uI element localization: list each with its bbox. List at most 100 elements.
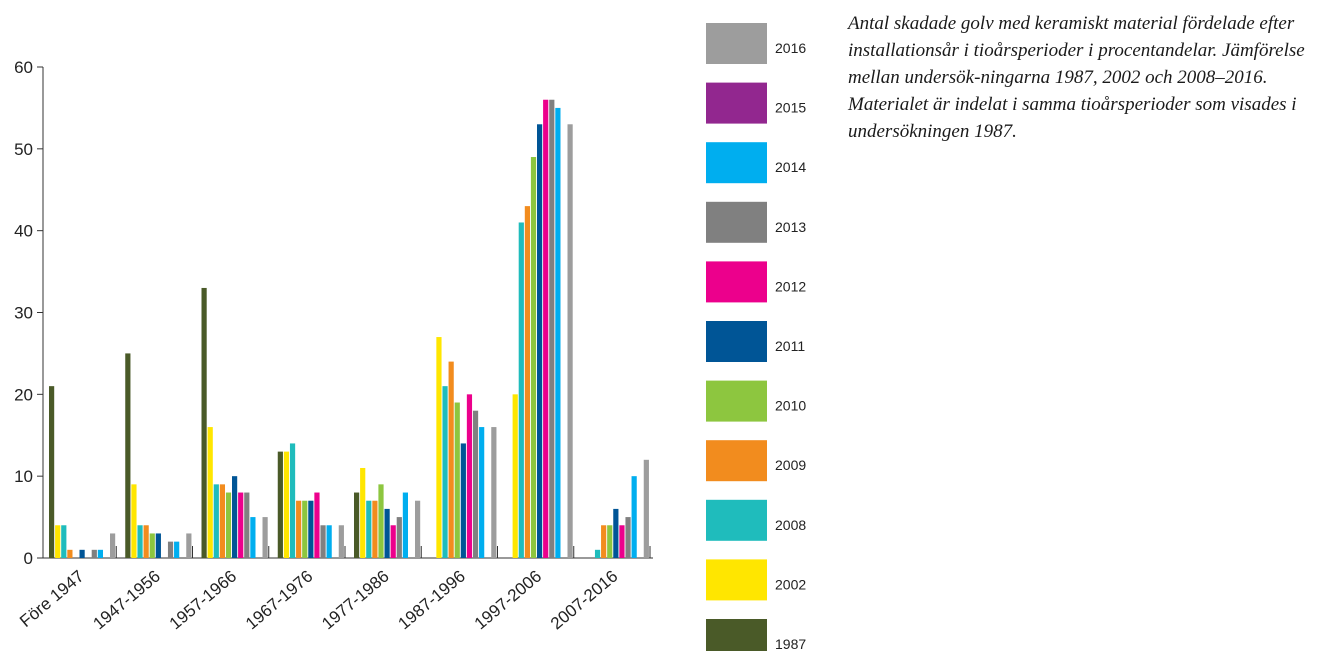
bar-series-group (49, 99, 649, 559)
legend-label-2002: 2002 (775, 576, 806, 592)
x-category-label-6: 1997-2006 (471, 567, 546, 634)
bar-2009-1 (143, 525, 149, 558)
bar-2008-3 (289, 443, 296, 558)
bar-2013-6 (549, 99, 555, 558)
bar-2010-6 (530, 157, 537, 558)
bar-2009-2 (219, 484, 225, 558)
bar-2012-6 (543, 99, 549, 558)
legend-swatch-2002 (706, 559, 767, 601)
bar-2009-6 (524, 206, 530, 558)
bar-2008-7 (594, 549, 601, 558)
y-tick-label-20: 20 (14, 385, 33, 404)
bar-2014-1 (174, 541, 180, 558)
bar-2011-1 (155, 533, 161, 558)
bar-2009-3 (296, 500, 302, 558)
bar-1987-3 (277, 451, 283, 558)
bar-2011-4 (384, 508, 390, 558)
y-tick-label-10: 10 (14, 467, 33, 486)
bar-2002-3 (283, 451, 290, 558)
bar-2009-0 (67, 549, 73, 558)
bar-2016-6 (567, 124, 573, 559)
bar-1987-2 (201, 287, 207, 558)
x-category-label-2: 1957-1966 (166, 567, 241, 634)
bar-1987-1 (125, 353, 131, 558)
bar-2011-6 (537, 124, 543, 559)
bar-2002-5 (436, 337, 442, 558)
bar-2008-0 (61, 525, 67, 558)
legend-label-2011: 2011 (775, 338, 805, 354)
legend-label-2013: 2013 (775, 219, 806, 235)
bar-2014-4 (402, 492, 408, 558)
bar-2014-7 (631, 476, 637, 558)
bar-2008-1 (137, 525, 143, 558)
bar-2013-5 (472, 410, 479, 558)
bar-2011-2 (232, 476, 238, 558)
bar-2002-6 (512, 394, 518, 558)
bar-2013-4 (396, 517, 402, 558)
legend-swatch-2012 (706, 261, 767, 303)
y-tick-label-50: 50 (14, 140, 33, 159)
bar-2013-7 (625, 517, 631, 558)
legend-label-2008: 2008 (775, 517, 806, 533)
legend-label-2014: 2014 (775, 159, 806, 175)
bar-chart: 0 10 20 30 40 50 60 Före 1947 1947-1956 1957-196… (14, 23, 806, 651)
bar-2008-5 (442, 386, 448, 558)
category-labels: Före 1947 1947-1956 1957-1966 1967-1976 1977… (16, 567, 621, 634)
bar-2016-2 (262, 517, 268, 558)
y-tick-label-0: 0 (24, 549, 33, 568)
x-category-label-0: Före 1947 (16, 567, 88, 631)
y-tick-label-60: 60 (14, 58, 33, 77)
bar-2012-2 (238, 492, 244, 558)
bar-2014-5 (479, 427, 485, 558)
bar-2010-5 (454, 402, 460, 558)
bar-1987-4 (354, 492, 360, 558)
bar-2016-4 (415, 500, 421, 558)
bar-2016-3 (338, 525, 344, 558)
legend-label-2010: 2010 (775, 398, 806, 414)
y-tick-label-40: 40 (14, 222, 33, 241)
y-tick-label-30: 30 (14, 304, 33, 323)
legend-swatch-2013 (706, 201, 767, 243)
legend-swatch-2014 (706, 142, 767, 184)
x-category-label-4: 1977-1986 (318, 567, 393, 634)
bar-2010-3 (302, 500, 308, 558)
bar-1987-0 (49, 386, 55, 558)
legend-label-2015: 2015 (775, 100, 806, 116)
bar-2016-0 (110, 533, 116, 558)
legend: 2016 2015 2014 2013 2012 2011 2010 2009 2008 2002… (706, 23, 806, 651)
bar-2008-2 (213, 484, 219, 558)
bar-2008-6 (518, 222, 524, 558)
legend-swatch-2010 (706, 380, 767, 422)
legend-label-2009: 2009 (775, 457, 806, 473)
x-category-label-7: 2007-2016 (547, 567, 622, 634)
x-category-label-3: 1967-1976 (242, 567, 317, 634)
bar-2013-3 (320, 525, 326, 558)
legend-swatch-2015 (706, 82, 767, 124)
chart-caption: Antal skadade golv med keramiskt materia… (848, 13, 1305, 142)
bar-2016-5 (491, 427, 497, 558)
bar-2011-7 (613, 508, 619, 558)
bar-2013-1 (167, 541, 174, 558)
bar-2012-5 (466, 394, 473, 558)
bar-2013-0 (91, 549, 97, 558)
bar-2010-7 (607, 525, 613, 558)
bar-2002-4 (360, 467, 366, 558)
bar-2014-2 (250, 517, 256, 558)
x-category-label-1: 1947-1956 (89, 567, 164, 634)
bar-2010-4 (378, 484, 384, 558)
legend-swatch-2011 (706, 321, 767, 362)
bar-2016-7 (643, 459, 649, 558)
legend-swatch-1987 (706, 619, 767, 651)
legend-swatch-2009 (706, 440, 767, 482)
y-axis: 0 10 20 30 40 50 60 (14, 58, 44, 568)
bar-2010-2 (225, 492, 232, 558)
bar-2014-6 (555, 107, 561, 559)
bar-2016-1 (186, 533, 192, 558)
legend-label-2016: 2016 (775, 40, 806, 56)
bar-2002-2 (207, 427, 213, 558)
bar-2014-3 (326, 525, 332, 558)
bar-2012-7 (619, 525, 625, 558)
bar-2009-7 (601, 525, 607, 558)
legend-swatch-2008 (706, 499, 767, 541)
legend-swatch-2016 (706, 23, 767, 64)
